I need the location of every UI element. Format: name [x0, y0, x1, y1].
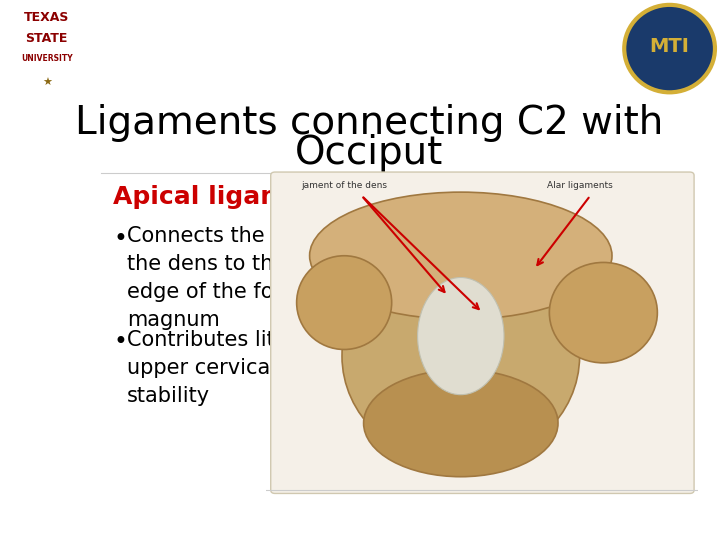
Text: jament of the dens: jament of the dens — [301, 181, 387, 190]
Text: Contributes little to
upper cervical spine
stability: Contributes little to upper cervical spi… — [127, 330, 339, 407]
Text: STATE: STATE — [26, 32, 68, 45]
Ellipse shape — [297, 256, 392, 349]
Text: Alar ligaments: Alar ligaments — [547, 181, 613, 190]
Text: MTI: MTI — [649, 37, 690, 56]
Text: Occiput: Occiput — [295, 134, 443, 172]
Text: Connects the apex of
the dens to the anterior
edge of the foramen
magnum: Connects the apex of the dens to the ant… — [127, 226, 376, 330]
Ellipse shape — [418, 278, 504, 395]
Ellipse shape — [549, 262, 657, 363]
Text: Ligaments connecting C2 with: Ligaments connecting C2 with — [75, 104, 663, 141]
Circle shape — [624, 5, 715, 92]
Text: Apical ligament: Apical ligament — [113, 185, 333, 209]
Text: TEXAS: TEXAS — [24, 11, 70, 24]
FancyBboxPatch shape — [271, 172, 694, 494]
Text: UNIVERSITY: UNIVERSITY — [21, 54, 73, 63]
Text: •: • — [113, 226, 127, 251]
Ellipse shape — [364, 369, 558, 477]
Ellipse shape — [342, 247, 580, 465]
Ellipse shape — [310, 192, 612, 319]
Text: •: • — [113, 330, 127, 354]
Text: ★: ★ — [42, 78, 52, 87]
